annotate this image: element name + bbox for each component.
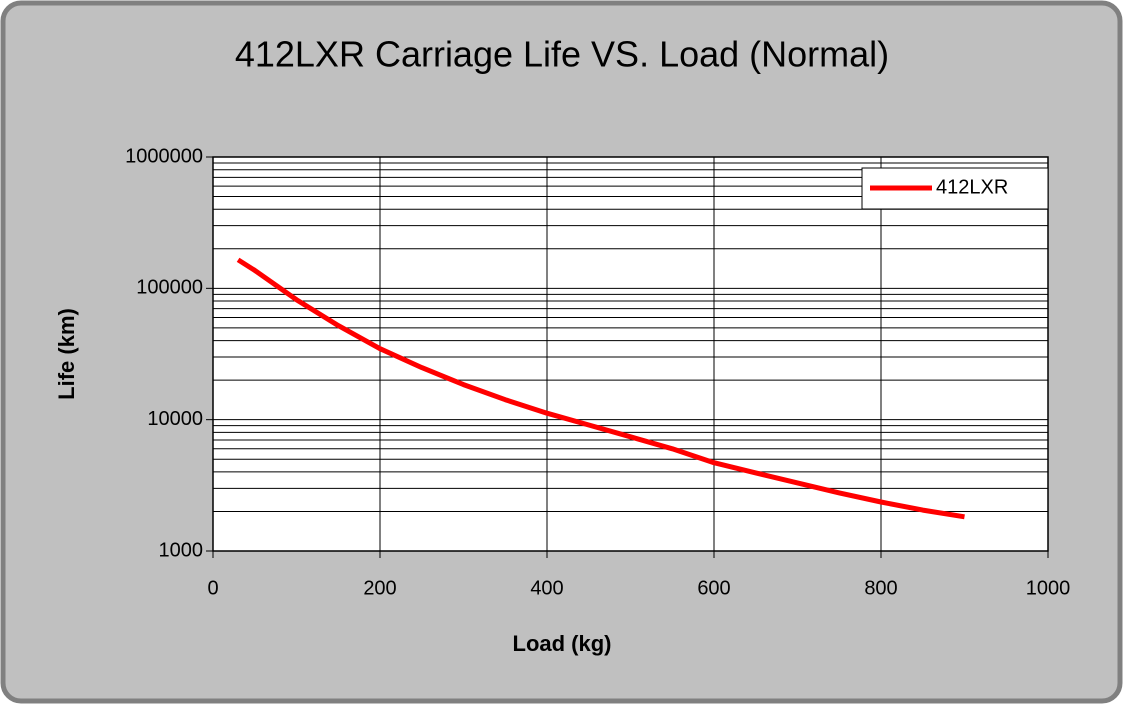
chart-title: 412LXR Carriage Life VS. Load (Normal): [235, 34, 889, 75]
x-tick-label: 600: [697, 577, 730, 599]
plot-area: [213, 157, 1048, 551]
data-line: [236, 257, 965, 520]
x-tick-label: 800: [864, 577, 897, 599]
x-axis-label: Load (kg): [513, 631, 612, 656]
x-tick-label: 0: [207, 577, 218, 599]
y-tick-label: 10000: [147, 408, 203, 430]
plot-border: [212, 156, 1049, 552]
y-tick-label: 1000000: [125, 145, 203, 167]
x-tick-label: 400: [530, 577, 563, 599]
x-tick-label: 200: [363, 577, 396, 599]
y-tick-label: 1000: [159, 539, 204, 561]
y-axis-label: Life (km): [54, 308, 79, 400]
x-tick-label: 1000: [1026, 577, 1071, 599]
y-tick-label: 100000: [136, 277, 203, 299]
legend-label: 412LXR: [936, 176, 1008, 198]
